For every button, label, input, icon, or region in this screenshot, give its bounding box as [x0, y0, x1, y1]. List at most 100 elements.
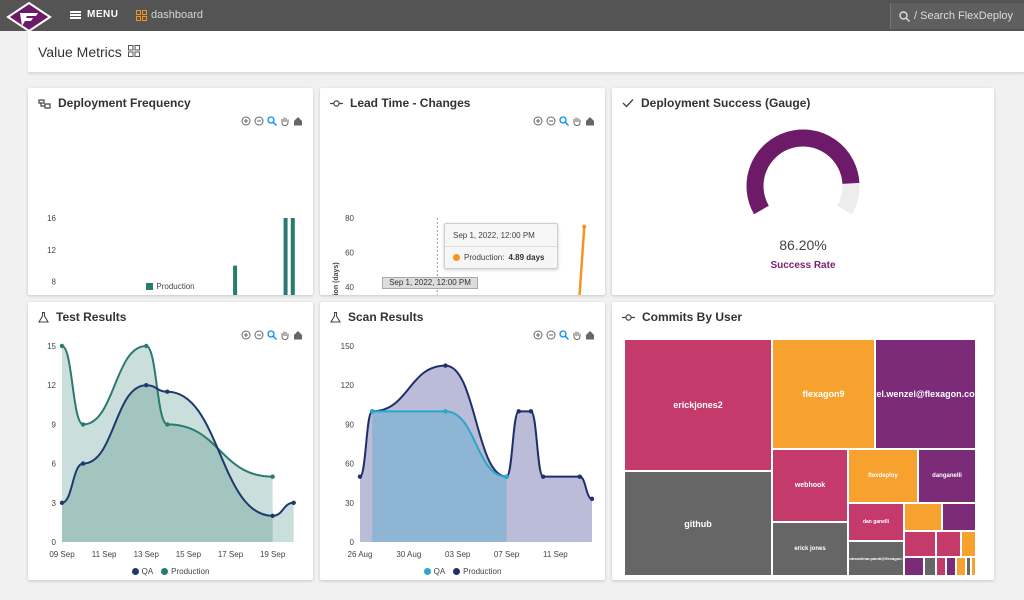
zoom-in-icon[interactable] [533, 113, 543, 126]
treemap-cell[interactable] [956, 557, 966, 576]
data-point [540, 474, 546, 479]
treemap-cell[interactable]: joel.wenzel@flexagon.com [875, 339, 976, 449]
treemap-cell[interactable]: erickjones2 [624, 339, 772, 471]
chart-toolbar [241, 327, 303, 341]
zoom-in-icon[interactable] [533, 327, 543, 340]
pan-icon[interactable] [280, 327, 290, 341]
hamburger-icon [70, 10, 81, 19]
y-tick-label: 15 [47, 342, 56, 351]
treemap-cell[interactable] [904, 531, 936, 557]
reset-zoom-icon[interactable] [585, 327, 595, 340]
legend-item[interactable]: Production [146, 282, 195, 291]
treemap-cell[interactable] [961, 531, 976, 557]
gauge-value: 86.20% [779, 237, 827, 253]
zoom-select-icon[interactable] [559, 327, 569, 340]
data-point [577, 474, 582, 479]
treemap-cell[interactable] [942, 503, 976, 531]
x-tick-label: 11 Sep [92, 550, 117, 559]
x-tick-label: 19 Sep [260, 550, 286, 559]
treemap-cell[interactable]: chandrasekhar.pandi@flexagon.com [848, 541, 904, 576]
series-line [359, 364, 593, 500]
treemap-cell[interactable]: erick jones [772, 522, 848, 576]
zoom-select-icon[interactable] [267, 113, 277, 126]
dashboard-icon [136, 9, 147, 21]
data-point [516, 409, 521, 414]
chart-legend: Production [28, 282, 313, 291]
treemap-cell[interactable] [946, 557, 956, 576]
chart-toolbar [241, 113, 303, 127]
treemap-cell[interactable] [904, 503, 942, 531]
treemap-cell[interactable]: flexdeploy [848, 449, 918, 503]
gauge-fill [746, 129, 860, 215]
pan-icon[interactable] [572, 327, 582, 341]
zoom-in-icon[interactable] [241, 113, 251, 126]
flexdeploy-logo[interactable] [6, 2, 52, 32]
data-point [370, 409, 375, 414]
legend-item[interactable]: Production [453, 567, 501, 576]
crosshair-x-label: Sep 1, 2022, 12:00 PM [382, 277, 478, 289]
chart-legend: QA Production [28, 567, 313, 576]
data-point [165, 422, 170, 427]
top-bar: MENU dashboard [0, 0, 1024, 32]
treemap-cell[interactable] [971, 557, 976, 576]
data-point [144, 383, 149, 388]
treemap-cell[interactable] [936, 531, 961, 557]
zoom-select-icon[interactable] [267, 327, 277, 340]
success-gauge [746, 129, 860, 215]
data-point [80, 422, 86, 427]
reset-zoom-icon[interactable] [293, 327, 303, 340]
page-header: Value Metrics [28, 31, 1024, 73]
data-point [165, 389, 170, 394]
y-axis-label: Duration (days) [333, 262, 340, 295]
data-point [270, 513, 275, 519]
zoom-out-icon[interactable] [546, 327, 556, 340]
pan-icon[interactable] [280, 113, 290, 127]
zoom-in-icon[interactable] [241, 327, 251, 340]
treemap-cell[interactable] [936, 557, 946, 576]
chart-tooltip: Sep 1, 2022, 12:00 PM Production: 4.89 d… [444, 223, 558, 269]
y-tick-label: 3 [52, 499, 57, 508]
zoom-select-icon[interactable] [559, 113, 569, 126]
breadcrumb-label: dashboard [151, 9, 203, 21]
breadcrumb-dashboard[interactable]: dashboard [136, 9, 203, 21]
y-tick-label: 60 [345, 249, 354, 258]
reset-zoom-icon[interactable] [585, 113, 595, 126]
treemap-cell[interactable] [904, 557, 924, 576]
commit-icon [330, 99, 343, 107]
x-tick-label: 15 Sep [176, 550, 202, 559]
treemap-cell[interactable]: flexagon9 [772, 339, 875, 449]
check-icon [622, 99, 634, 108]
data-point [582, 224, 587, 229]
data-point [443, 409, 448, 414]
scan-results-title: Scan Results [330, 310, 423, 324]
zoom-out-icon[interactable] [254, 113, 264, 126]
reset-zoom-icon[interactable] [293, 113, 303, 126]
chart-toolbar [533, 327, 595, 341]
data-point [59, 343, 65, 349]
search-input[interactable] [914, 10, 1022, 22]
y-tick-label: 12 [47, 246, 56, 255]
search-box[interactable] [890, 3, 1024, 29]
treemap-cell[interactable]: webhook [772, 449, 848, 522]
legend-item[interactable]: QA [423, 567, 445, 576]
legend-item[interactable]: QA [131, 567, 153, 576]
treemap-cell[interactable]: dan ganelli [848, 503, 904, 541]
pan-icon[interactable] [572, 113, 582, 127]
chart-legend: QA Production [320, 567, 605, 576]
y-tick-label: 6 [52, 460, 57, 469]
treemap-cell[interactable]: danganelli [918, 449, 976, 503]
treemap-cell[interactable] [966, 557, 971, 576]
y-tick-label: 80 [345, 214, 354, 223]
zoom-out-icon[interactable] [254, 327, 264, 340]
legend-item[interactable]: Production [161, 567, 209, 576]
data-point [270, 474, 275, 479]
gauge-label: Success Rate [770, 260, 836, 271]
test-results-card: Test Results 0 3 6 9 12 15 09 Sep 11 Sep 13 Sep 1… [28, 302, 313, 580]
treemap-cell[interactable]: github [624, 471, 772, 576]
menu-button[interactable]: MENU [70, 9, 118, 20]
series-area [62, 385, 294, 542]
zoom-out-icon[interactable] [546, 113, 556, 126]
layout-grid-icon[interactable] [128, 45, 140, 57]
y-tick-label: 9 [52, 420, 57, 429]
treemap-cell[interactable] [924, 557, 936, 576]
